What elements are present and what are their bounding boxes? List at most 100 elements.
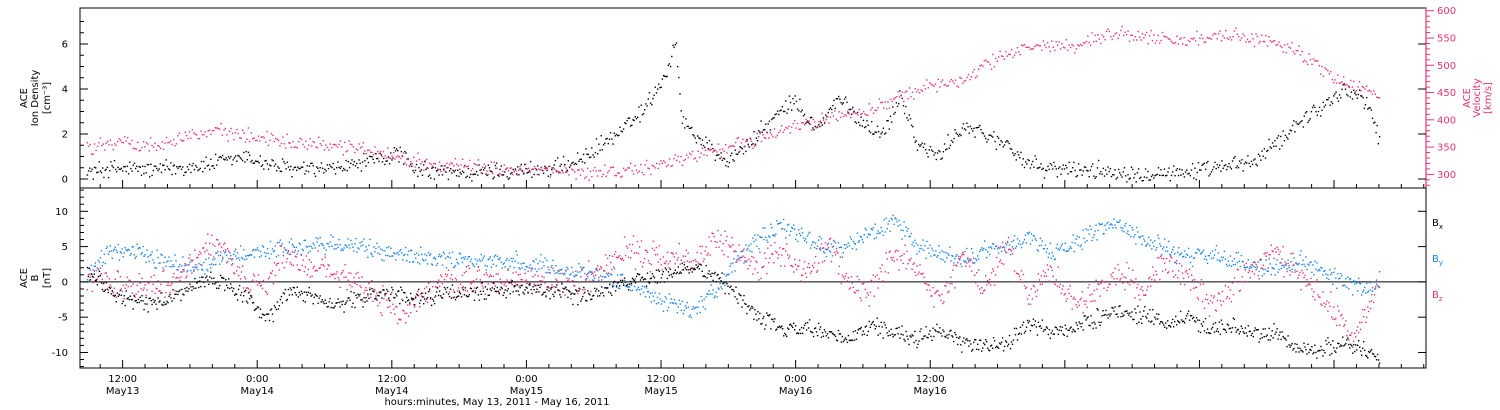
- velocity-point: [1263, 40, 1266, 43]
- velocity-point: [1261, 34, 1263, 36]
- ion-density-point: [1094, 177, 1096, 179]
- bz-point: [503, 284, 505, 286]
- by-point: [1159, 243, 1161, 245]
- velocity-point: [336, 146, 339, 148]
- bz-point: [588, 260, 590, 262]
- velocity-point: [956, 85, 958, 87]
- velocity-point: [1058, 41, 1060, 43]
- ion-density-point: [169, 169, 171, 171]
- ion-density-point: [1189, 174, 1191, 177]
- bx-point: [260, 317, 263, 319]
- ion-density-point: [433, 178, 435, 180]
- ion-density-point: [605, 138, 607, 140]
- bz-point: [1377, 286, 1380, 288]
- bz-point: [1311, 288, 1313, 290]
- bz-point: [414, 306, 416, 308]
- bz-point: [395, 305, 397, 308]
- bx-point: [226, 284, 228, 287]
- ion-density-point: [1088, 176, 1090, 178]
- by-point: [888, 220, 890, 222]
- velocity-point: [326, 146, 329, 149]
- bz-point: [564, 294, 566, 296]
- by-point: [248, 254, 251, 256]
- bx-point: [223, 277, 225, 280]
- velocity-point: [242, 129, 244, 131]
- velocity-point: [1299, 54, 1302, 56]
- bz-point: [675, 252, 677, 254]
- bz-point: [964, 250, 966, 253]
- by-point: [1158, 237, 1160, 240]
- bz-point: [1315, 280, 1317, 283]
- bx-point: [254, 308, 257, 310]
- velocity-point: [220, 123, 222, 125]
- bz-point: [547, 266, 549, 268]
- by-point: [1166, 246, 1168, 248]
- bz-point: [1288, 265, 1290, 267]
- bz-point: [1073, 296, 1075, 299]
- ion-density-point: [1072, 167, 1074, 169]
- bz-point: [880, 271, 882, 273]
- velocity-point: [1031, 48, 1033, 50]
- by-point: [961, 265, 963, 268]
- bz-point: [1170, 255, 1172, 258]
- ion-density-point: [1335, 91, 1337, 93]
- velocity-point: [663, 160, 665, 162]
- velocity-point: [423, 169, 425, 171]
- by-point: [227, 260, 229, 263]
- velocity-point: [410, 161, 412, 163]
- by-point: [511, 260, 513, 263]
- by-point: [806, 235, 809, 237]
- ion-density-point: [734, 149, 736, 151]
- ion-density-point: [473, 173, 475, 175]
- by-point: [533, 261, 535, 263]
- velocity-point: [1101, 34, 1103, 36]
- bx-point: [245, 300, 248, 302]
- ion-density-point: [452, 169, 454, 172]
- bz-point: [1226, 296, 1229, 298]
- bx-point: [261, 313, 264, 315]
- velocity-point: [676, 159, 678, 162]
- bz-point: [715, 246, 717, 249]
- bz-point: [581, 268, 583, 270]
- ion-density-point: [627, 117, 629, 119]
- ion-density-point: [1139, 177, 1141, 180]
- velocity-point: [730, 145, 733, 147]
- bz-point: [888, 251, 890, 253]
- bz-point: [160, 283, 162, 285]
- bx-point: [255, 307, 258, 310]
- bz-point: [932, 287, 934, 289]
- bx-point: [292, 286, 294, 289]
- bx-point: [256, 306, 259, 308]
- by-point: [1149, 244, 1151, 247]
- ion-density-point: [522, 173, 525, 175]
- bz-point: [816, 269, 819, 272]
- bz-point: [923, 276, 925, 278]
- bz-point: [1234, 281, 1237, 283]
- by-point: [905, 226, 907, 228]
- ion-density-point: [365, 165, 367, 167]
- bx-point: [107, 291, 109, 294]
- by-point: [1223, 250, 1226, 252]
- ion-density-point: [786, 112, 788, 114]
- by-point: [214, 258, 216, 260]
- ion-density-point: [945, 149, 947, 151]
- by-point: [1115, 227, 1117, 229]
- by-point: [640, 288, 643, 290]
- by-point: [741, 250, 743, 253]
- bz-point: [737, 258, 739, 261]
- ion-density-point: [413, 171, 415, 174]
- bx-point: [333, 307, 335, 309]
- bz-point: [1171, 257, 1173, 259]
- ion-density-point: [276, 170, 278, 172]
- bz-point: [274, 274, 277, 277]
- ion-density-point: [230, 155, 232, 158]
- by-point: [178, 266, 180, 268]
- bz-point: [607, 257, 609, 260]
- by-point: [601, 279, 603, 281]
- bz-point: [526, 282, 528, 285]
- by-point: [575, 274, 577, 276]
- by-point: [355, 237, 357, 240]
- by-point: [889, 230, 891, 233]
- ion-density-point: [838, 95, 840, 98]
- velocity-point: [929, 82, 931, 84]
